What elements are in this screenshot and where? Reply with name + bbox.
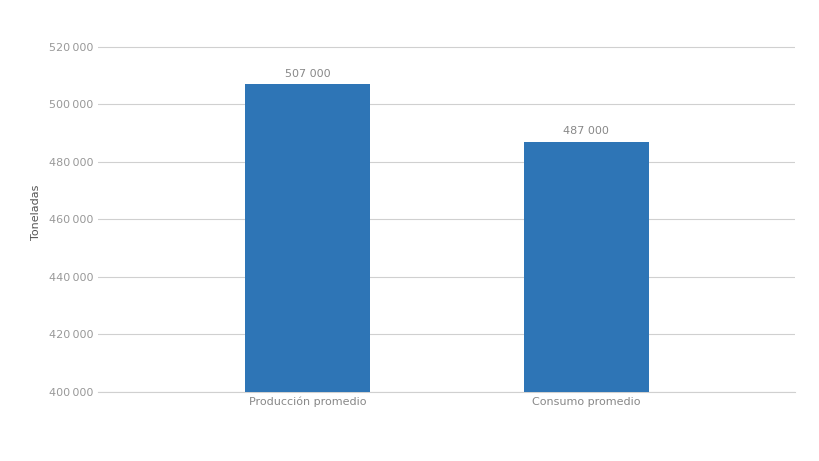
Text: 487 000: 487 000 xyxy=(563,126,609,136)
Bar xyxy=(244,84,370,461)
Bar xyxy=(523,142,649,461)
Y-axis label: Toneladas: Toneladas xyxy=(30,184,41,240)
Text: 507 000: 507 000 xyxy=(284,69,330,79)
